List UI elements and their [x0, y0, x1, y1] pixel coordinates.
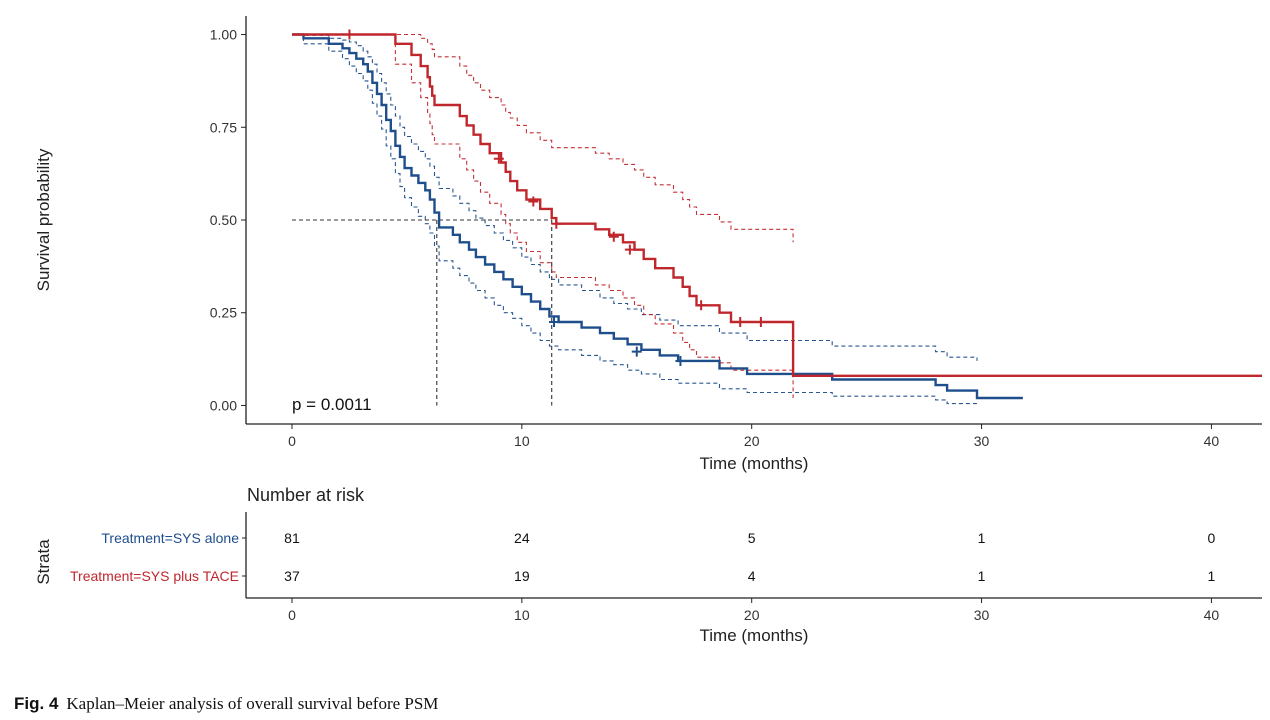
y-tick-label: 0.25 — [210, 305, 237, 321]
risk-cell: 4 — [748, 568, 756, 584]
survival-curves — [292, 33, 1262, 400]
ci-upper-treatment-sys-plus-tace — [292, 33, 794, 243]
censor-mark — [624, 244, 635, 255]
median-lines — [291, 219, 553, 406]
x-tick-label: 30 — [974, 433, 990, 449]
x-ticks: 0 10 20 30 40 — [288, 424, 1219, 449]
curve-treatment-sys-plus-tace — [292, 33, 1262, 377]
risk-cell: 5 — [748, 530, 756, 546]
risk-cell: 0 — [1208, 530, 1216, 546]
strata-label-sys-alone: Treatment=SYS alone — [101, 530, 239, 546]
strata-label: Strata — [34, 539, 53, 585]
risk-x-tick-label: 30 — [974, 607, 990, 623]
strata-label-sys-plus-tace: Treatment=SYS plus TACE — [70, 568, 239, 584]
risk-x-axis-label: Time (months) — [700, 626, 809, 645]
risk-x-tick-label: 0 — [288, 607, 296, 623]
curve-treatment-sys-alone — [292, 33, 1023, 400]
censor-mark — [696, 300, 707, 311]
risk-cell: 19 — [514, 568, 530, 584]
censor-mark — [631, 346, 642, 357]
risk-x-tick-label: 10 — [514, 607, 530, 623]
risk-table-title: Number at risk — [247, 485, 365, 505]
confidence-bands — [292, 33, 978, 406]
censor-mark — [549, 317, 560, 327]
censor-mark — [344, 29, 355, 40]
y-ticks: 0.00 0.25 0.50 0.75 1.00 — [210, 27, 246, 413]
y-axis-label: Survival probability — [34, 148, 53, 291]
censor-mark — [735, 317, 746, 327]
risk-x-ticks: 0 10 20 30 40 — [288, 598, 1219, 623]
p-value-annotation: p = 0.0011 — [292, 395, 372, 414]
x-tick-label: 20 — [744, 433, 760, 449]
censor-marks — [344, 29, 766, 366]
figure-caption-text: Kaplan–Meier analysis of overall surviva… — [66, 694, 439, 713]
ci-lower-treatment-sys-alone — [292, 33, 978, 406]
risk-cell: 24 — [514, 530, 530, 546]
risk-x-tick-label: 40 — [1204, 607, 1220, 623]
figure-caption: Fig. 4 Kaplan–Meier analysis of overall s… — [14, 694, 438, 714]
y-tick-label: 0.50 — [210, 212, 237, 228]
risk-cell: 37 — [284, 568, 300, 584]
censor-mark — [608, 231, 619, 242]
ci-upper-treatment-sys-alone — [292, 33, 978, 361]
risk-x-tick-label: 20 — [744, 607, 760, 623]
risk-cell: 1 — [978, 530, 986, 546]
y-tick-label: 0.75 — [210, 119, 237, 135]
y-tick-label: 0.00 — [210, 397, 237, 413]
risk-cell: 1 — [978, 568, 986, 584]
x-tick-label: 10 — [514, 433, 530, 449]
x-tick-label: 40 — [1204, 433, 1220, 449]
y-tick-label: 1.00 — [210, 27, 237, 43]
censor-mark — [493, 153, 504, 164]
censor-mark — [551, 218, 562, 229]
risk-cell: 1 — [1208, 568, 1216, 584]
censor-mark — [675, 355, 686, 366]
censor-mark — [755, 317, 766, 327]
risk-table-cells: 81 24 5 1 0 37 19 4 1 1 — [284, 530, 1215, 584]
ci-lower-treatment-sys-plus-tace — [292, 33, 794, 398]
x-axis-label: Time (months) — [700, 454, 809, 473]
figure-caption-label: Fig. 4 — [14, 694, 59, 713]
x-tick-label: 0 — [288, 433, 296, 449]
risk-cell: 81 — [284, 530, 300, 546]
censor-mark — [528, 196, 539, 207]
